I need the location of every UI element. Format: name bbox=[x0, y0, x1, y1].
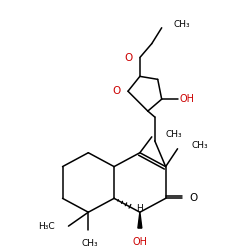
Text: H: H bbox=[136, 204, 143, 213]
Text: CH₃: CH₃ bbox=[174, 20, 190, 29]
Text: OH: OH bbox=[132, 237, 148, 247]
Polygon shape bbox=[138, 212, 142, 228]
Text: CH₃: CH₃ bbox=[192, 141, 208, 150]
Text: OH: OH bbox=[180, 94, 194, 104]
Text: O: O bbox=[190, 193, 198, 203]
Text: O: O bbox=[125, 52, 133, 62]
Text: O: O bbox=[113, 86, 121, 96]
Text: CH₃: CH₃ bbox=[82, 239, 98, 248]
Text: H₃C: H₃C bbox=[38, 222, 54, 230]
Text: CH₃: CH₃ bbox=[166, 130, 182, 139]
